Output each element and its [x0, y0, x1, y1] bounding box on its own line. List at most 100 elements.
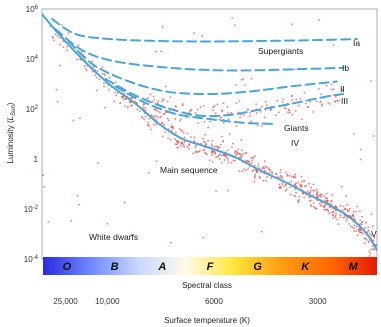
star-point-748: [278, 111, 280, 114]
star-point-64: [194, 146, 197, 149]
star-point-721: [209, 120, 212, 123]
curve-ii: [67, 40, 338, 96]
star-point-677: [305, 102, 307, 105]
star-point-310: [370, 234, 373, 237]
star-point-472: [103, 82, 105, 85]
star-point-31: [313, 190, 316, 192]
star-point-311: [250, 162, 253, 164]
star-point-702: [291, 113, 294, 116]
star-point-192: [351, 226, 354, 229]
star-point-112: [247, 168, 249, 170]
star-point-699: [338, 99, 341, 102]
star-point-388: [323, 195, 326, 198]
star-point-511: [259, 167, 261, 170]
star-point-599: [370, 248, 373, 251]
star-point-9: [56, 35, 58, 37]
star-point-128: [360, 229, 362, 232]
star-point-403: [216, 148, 219, 150]
star-point-817: [341, 185, 343, 188]
star-point-398: [278, 183, 281, 186]
star-point-140: [226, 157, 229, 159]
star-point-223: [241, 170, 243, 173]
curve-iv: [114, 85, 278, 125]
star-point-404: [353, 230, 355, 232]
star-point-212: [62, 40, 64, 43]
y-axis-title-main: Luminosity (: [6, 120, 15, 163]
star-point-209: [51, 35, 54, 38]
star-point-818: [155, 108, 158, 111]
star-point-560: [267, 167, 270, 170]
star-point-239: [293, 176, 295, 179]
star-point-314: [360, 223, 363, 226]
star-point-727: [151, 100, 154, 103]
star-point-74: [76, 58, 79, 61]
star-point-726: [250, 120, 253, 123]
star-point-79: [155, 123, 158, 126]
star-point-835: [55, 88, 58, 91]
class-label-ib: Ib: [342, 63, 349, 73]
star-point-481: [160, 115, 163, 118]
star-point-33: [77, 44, 80, 47]
star-point-725: [265, 104, 268, 107]
star-point-253: [66, 49, 68, 52]
star-point-61: [220, 135, 223, 138]
star-point-569: [258, 175, 261, 178]
class-label-v: V: [371, 229, 377, 239]
star-point-494: [215, 156, 218, 159]
star-point-50: [174, 138, 177, 141]
star-point-84: [67, 32, 70, 35]
star-point-623: [217, 155, 219, 158]
star-point-89: [312, 202, 315, 205]
star-point-753: [329, 103, 331, 105]
star-point-320: [245, 152, 248, 154]
star-point-379: [295, 191, 297, 194]
star-point-554: [153, 123, 155, 126]
star-point-135: [155, 115, 158, 117]
star-point-124: [144, 115, 147, 118]
star-point-430: [367, 226, 370, 229]
star-point-97: [372, 225, 374, 228]
star-point-309: [280, 175, 283, 178]
star-point-489: [176, 143, 178, 146]
star-point-842: [76, 194, 79, 197]
star-point-401: [323, 205, 326, 208]
star-point-671: [174, 117, 177, 120]
star-point-326: [318, 202, 321, 205]
star-point-612: [98, 78, 101, 81]
star-point-760: [336, 99, 339, 102]
star-point-177: [353, 227, 355, 230]
y-tick-exp-2: 2: [35, 105, 39, 111]
star-point-807: [300, 118, 303, 121]
temperature-tick-0: 25,000: [53, 297, 78, 306]
star-point-678: [218, 118, 221, 121]
star-point-202: [312, 205, 315, 208]
star-point-808: [202, 236, 205, 239]
star-point-383: [355, 230, 357, 233]
star-point-525: [148, 117, 151, 120]
spectral-class-o: O: [63, 261, 72, 273]
star-point-447: [334, 209, 337, 212]
y-tick-label-3: 1: [34, 155, 39, 164]
star-point-169: [281, 182, 284, 184]
star-point-506: [331, 193, 334, 196]
star-point-213: [174, 131, 177, 134]
star-point-167: [147, 121, 150, 124]
star-point-829: [202, 137, 204, 140]
star-point-273: [163, 123, 166, 126]
star-point-685: [303, 92, 306, 94]
plot-area: [41, 8, 378, 260]
star-point-837: [235, 84, 237, 86]
star-point-536: [255, 170, 258, 173]
star-point-620: [297, 181, 300, 184]
y-tick-exp-5: -4: [33, 255, 39, 261]
star-point-423: [373, 236, 376, 239]
star-point-402: [220, 161, 223, 164]
star-point-8: [227, 159, 229, 161]
star-point-120: [367, 229, 370, 232]
class-label-ia: Ia: [353, 38, 360, 48]
star-point-731: [330, 88, 333, 91]
star-point-528: [283, 185, 286, 188]
luminosity-class-curves: [42, 13, 377, 252]
star-point-713: [256, 124, 259, 127]
star-point-738: [284, 107, 287, 110]
